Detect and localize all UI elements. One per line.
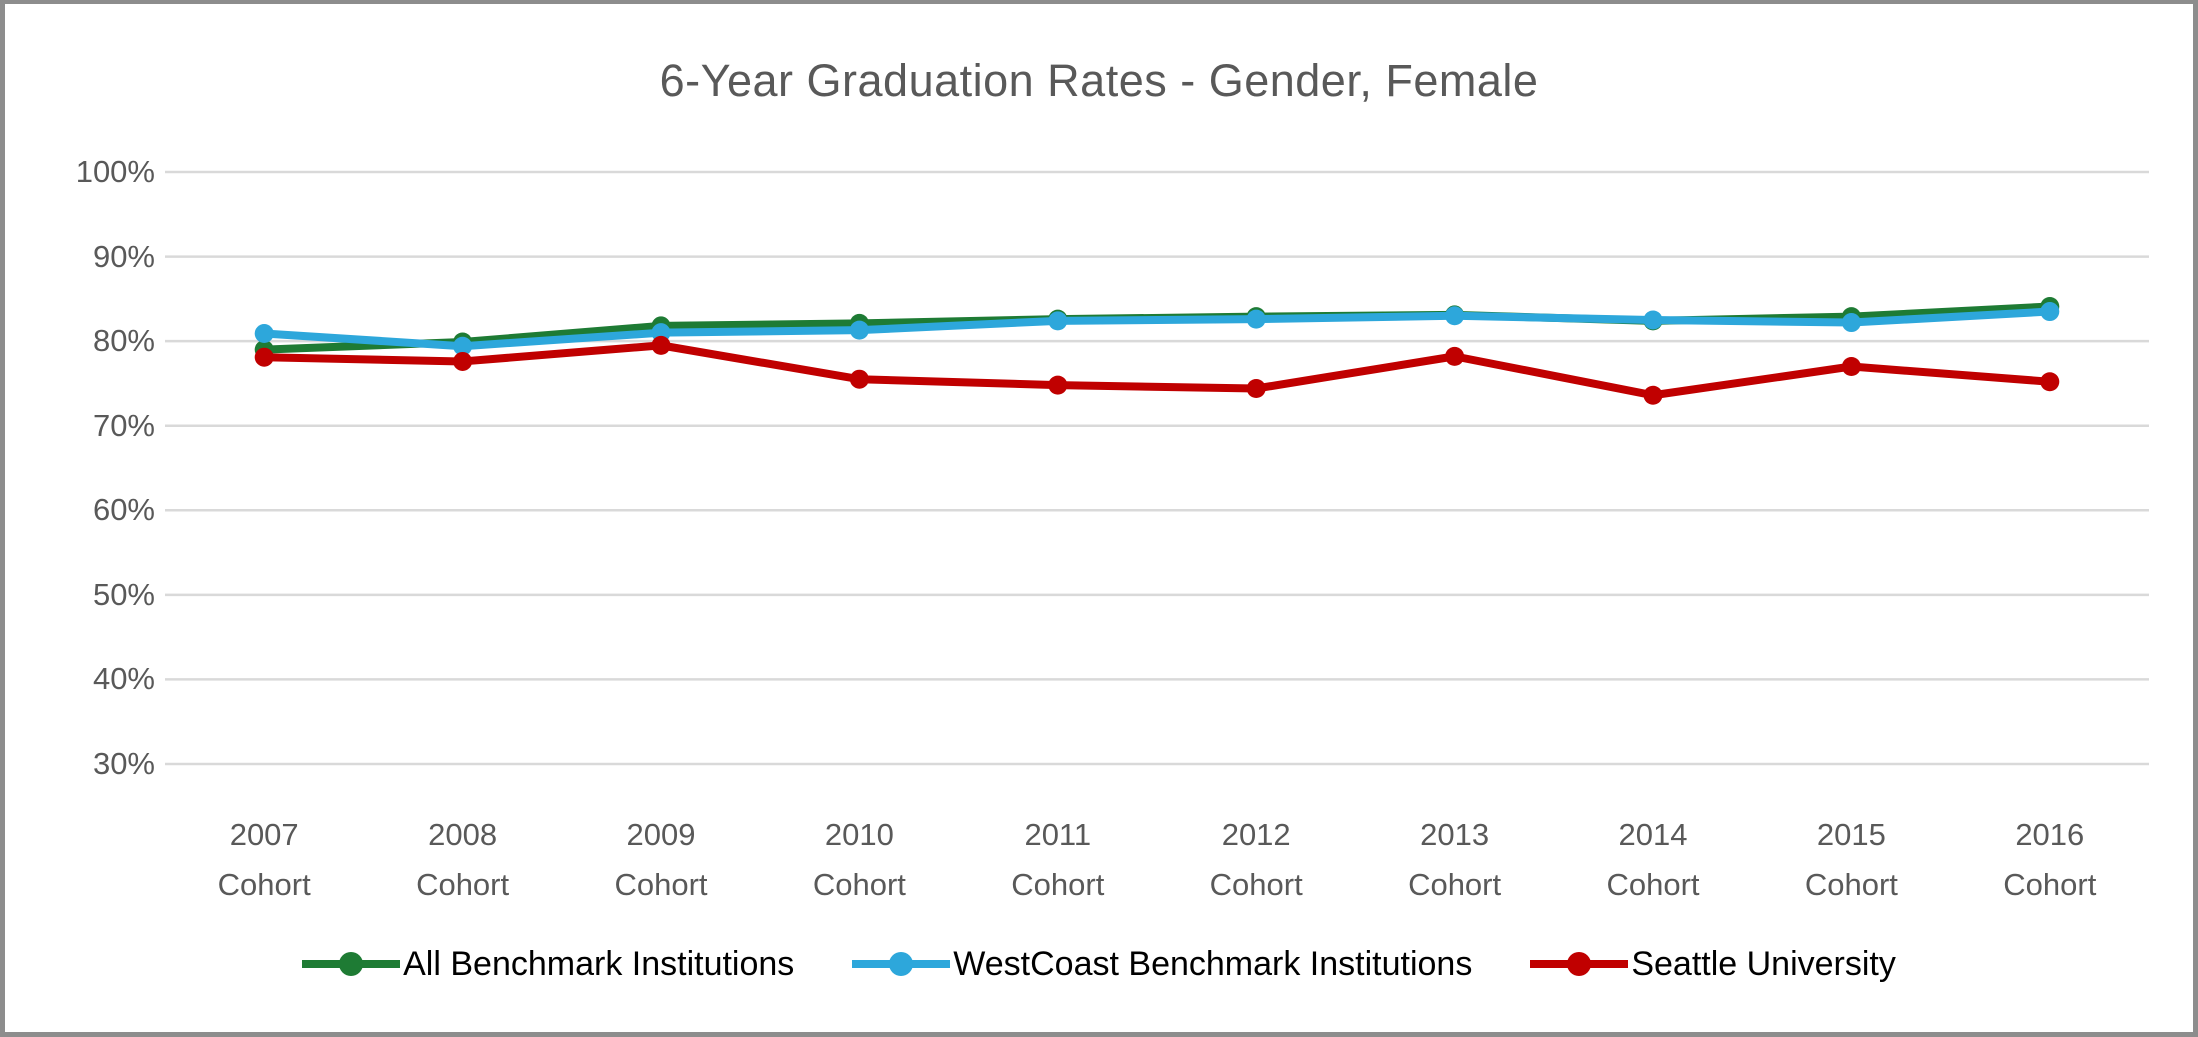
chart-title: 6-Year Graduation Rates - Gender, Female [659,55,1539,106]
x-axis-label-year: 2014 [1618,817,1688,852]
legend-item-seattle-university: Seattle University [1530,945,1896,984]
x-axis-label-year: 2016 [2015,817,2085,852]
series-line-seattle-university [260,341,2054,400]
x-axis-label-2011: 2011 Cohort [958,810,1158,910]
data-point-westcoast-benchmark-institutions-2012 [1246,309,1266,329]
data-point-westcoast-benchmark-institutions-2007 [254,324,274,344]
legend: All Benchmark Institutions WestCoast Benc… [5,934,2193,994]
data-point-westcoast-benchmark-institutions-2008 [453,336,473,356]
legend-item-all-benchmark-institutions: All Benchmark Institutions [302,945,794,984]
chart-canvas [165,170,2149,766]
legend-marker-icon [302,952,401,976]
data-point-seattle-university-2013 [1445,346,1465,366]
data-point-seattle-university-2012 [1246,379,1266,399]
legend-marker-icon [1530,952,1629,976]
series-westcoast-benchmark-institutions [254,302,2060,356]
data-point-seattle-university-2010 [849,369,869,389]
x-axis-label-year: 2015 [1816,817,1886,852]
x-axis-label-suffix: Cohort [1209,867,1303,902]
data-point-westcoast-benchmark-institutions-2014 [1643,310,1663,330]
data-point-westcoast-benchmark-institutions-2013 [1445,306,1465,326]
x-axis-label-suffix: Cohort [217,867,311,902]
data-point-westcoast-benchmark-institutions-2011 [1048,311,1068,331]
x-axis-label-year: 2009 [626,817,696,852]
x-axis-label-2016: 2016 Cohort [1950,810,2150,910]
x-axis-label-2015: 2015 Cohort [1751,810,1951,910]
x-axis-label-year: 2008 [428,817,498,852]
y-axis-label-80: 80% [92,323,155,359]
x-axis-label-2007: 2007 Cohort [164,810,364,910]
y-axis-label-40: 40% [92,661,155,697]
data-point-westcoast-benchmark-institutions-2015 [1841,313,1861,333]
gridlines [165,170,2149,766]
legend-label: All Benchmark Institutions [403,944,795,983]
y-axis-label-50: 50% [92,576,155,612]
data-point-westcoast-benchmark-institutions-2016 [2040,302,2060,322]
legend-label: Seattle University [1631,944,1896,983]
x-axis-label-year: 2007 [229,817,299,852]
x-axis-label-suffix: Cohort [812,867,906,902]
data-point-westcoast-benchmark-institutions-2010 [849,320,869,340]
x-axis-label-suffix: Cohort [1011,867,1105,902]
data-point-seattle-university-2015 [1841,357,1861,377]
x-axis-label-suffix: Cohort [614,867,708,902]
y-axis-label-30: 30% [92,746,155,781]
data-point-seattle-university-2011 [1048,375,1068,395]
legend-marker-icon [852,952,951,976]
x-axis-label-year: 2011 [1024,817,1092,852]
x-axis-label-suffix: Cohort [416,867,510,902]
data-point-seattle-university-2009 [651,335,671,355]
data-point-seattle-university-2014 [1643,385,1663,405]
x-axis-label-2012: 2012 Cohort [1156,810,1356,910]
series-seattle-university [254,335,2060,405]
x-axis-label-2014: 2014 Cohort [1553,810,1753,910]
x-axis-label-suffix: Cohort [1606,867,1700,902]
data-point-seattle-university-2016 [2040,372,2060,392]
x-axis-label-year: 2013 [1420,817,1490,852]
series-line-westcoast-benchmark-institutions [260,307,2054,351]
x-axis-label-2013: 2013 Cohort [1355,810,1555,910]
x-axis-label-suffix: Cohort [1804,867,1898,902]
x-axis-label-year: 2012 [1221,817,1291,852]
data-point-seattle-university-2007 [254,347,274,367]
y-axis-label-60: 60% [92,492,155,528]
x-axis-label-2010: 2010 Cohort [759,810,959,910]
legend-item-westcoast-benchmark-institutions: WestCoast Benchmark Institutions [852,945,1472,984]
x-axis-label-suffix: Cohort [1408,867,1502,902]
data-point-seattle-university-2008 [453,351,473,371]
y-axis-label-100: 100% [75,154,155,189]
series-all-benchmark-institutions [254,296,2060,360]
y-axis-label-90: 90% [92,238,155,274]
x-axis-label-2008: 2008 Cohort [363,810,563,910]
y-axis-label-70: 70% [92,407,155,443]
x-axis-label-year: 2010 [824,817,894,852]
x-axis-label-suffix: Cohort [2003,867,2097,902]
x-axis-label-2009: 2009 Cohort [561,810,761,910]
legend-label: WestCoast Benchmark Institutions [953,944,1473,983]
